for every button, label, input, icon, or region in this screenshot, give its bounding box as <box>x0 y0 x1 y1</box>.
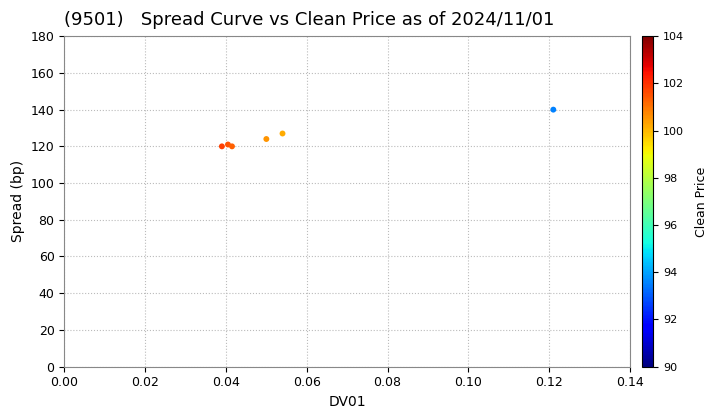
Y-axis label: Clean Price: Clean Price <box>695 166 708 236</box>
Point <box>276 130 288 137</box>
Y-axis label: Spread (bp): Spread (bp) <box>11 160 25 242</box>
Text: (9501)   Spread Curve vs Clean Price as of 2024/11/01: (9501) Spread Curve vs Clean Price as of… <box>64 11 554 29</box>
Point <box>547 106 559 113</box>
Point <box>261 136 272 142</box>
Point <box>222 141 234 148</box>
Point <box>226 143 238 150</box>
Point <box>216 143 228 150</box>
X-axis label: DV01: DV01 <box>328 395 366 409</box>
